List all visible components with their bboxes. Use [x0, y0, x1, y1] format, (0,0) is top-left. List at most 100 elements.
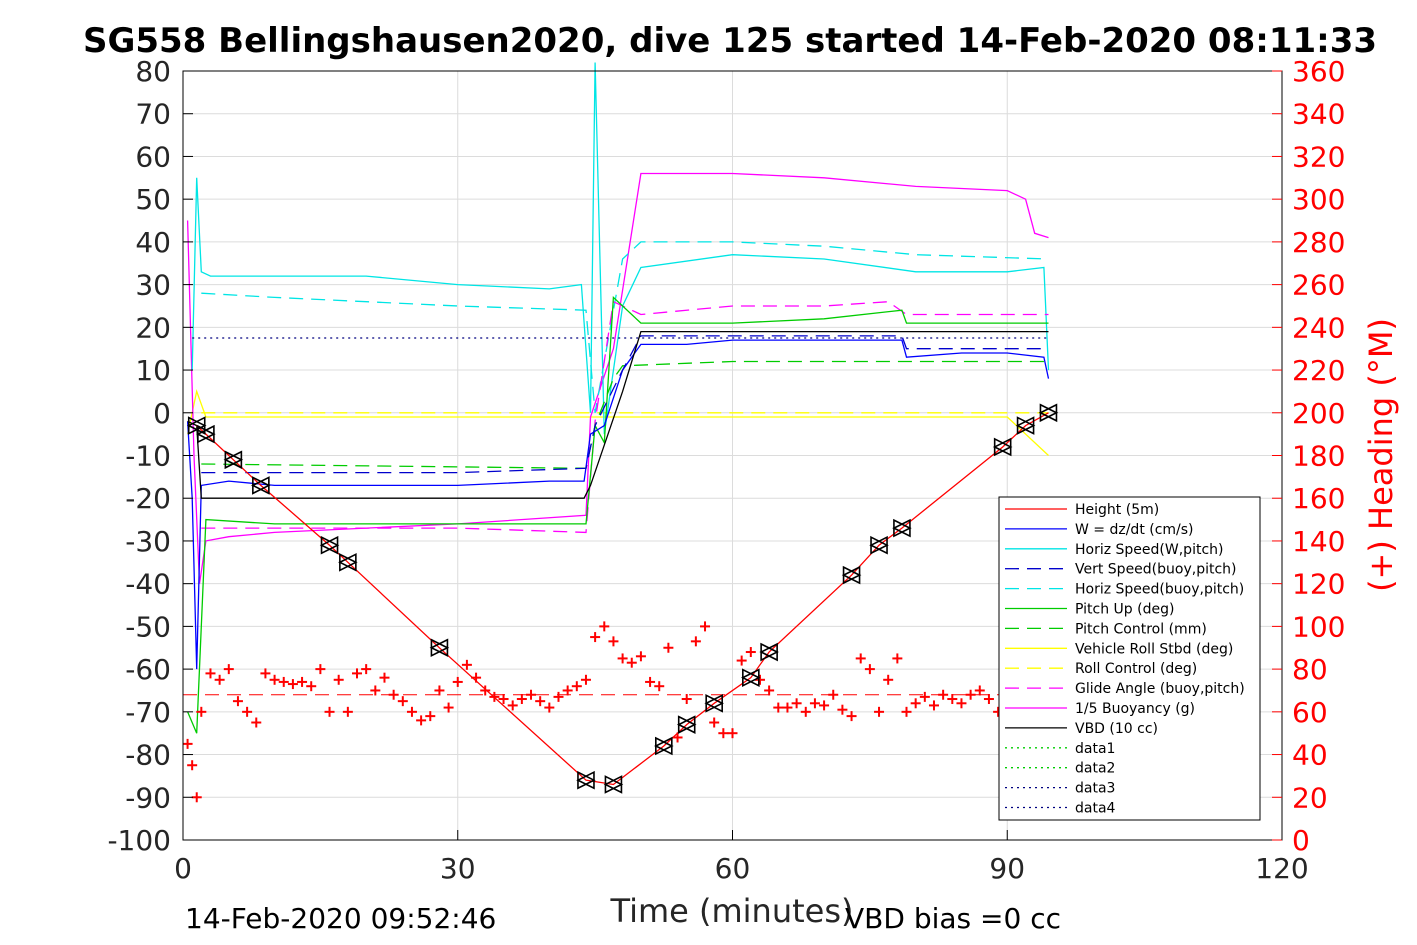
- heading-point: [553, 691, 564, 702]
- height-marker: [759, 642, 779, 662]
- heading-point: [507, 700, 518, 711]
- legend-entry: Horiz Speed(W,pitch): [1005, 542, 1223, 558]
- y2-tick-label: 60: [1292, 696, 1328, 729]
- y-tick-label: 10: [135, 354, 171, 387]
- heading-point: [205, 668, 216, 679]
- heading-point: [974, 685, 985, 696]
- y2-tick-label: 160: [1292, 482, 1345, 515]
- heading-point: [269, 674, 280, 685]
- x-tick-label: 60: [715, 852, 751, 885]
- legend-entry: data2: [1005, 761, 1115, 777]
- heading-point: [333, 674, 344, 685]
- heading-point: [443, 702, 454, 713]
- y-tick-label: 20: [135, 311, 171, 344]
- legend-entry: VBD (10 cc): [1005, 721, 1158, 737]
- footer-timestamp: 14-Feb-2020 09:52:46: [185, 902, 496, 935]
- y2-tick-label: 340: [1292, 98, 1345, 131]
- heading-point: [874, 706, 885, 717]
- heading-point: [599, 621, 610, 632]
- y2-tick-label: 320: [1292, 140, 1345, 173]
- legend-entry: 1/5 Buoyancy (g): [1005, 701, 1195, 717]
- heading-point: [526, 689, 537, 700]
- heading-point: [919, 691, 930, 702]
- heading-point: [425, 711, 436, 722]
- y-tick-label: -50: [125, 610, 171, 643]
- height-marker: [603, 775, 624, 794]
- y2-tick-label: 280: [1292, 226, 1345, 259]
- heading-point: [379, 672, 390, 683]
- heading-point: [709, 717, 720, 728]
- heading-point: [196, 706, 207, 717]
- series-line-vbd-10-cc: [187, 330, 1049, 499]
- heading-point: [498, 694, 509, 705]
- heading-point: [864, 664, 875, 675]
- legend-entry: Pitch Up (deg): [1005, 602, 1174, 618]
- heading-point: [242, 706, 253, 717]
- heading-point: [718, 728, 729, 739]
- y-tick-label: -60: [125, 653, 171, 686]
- bottom-axis-ticks: 0 30 60 90 120: [174, 830, 1309, 885]
- heading-point: [187, 760, 198, 771]
- height-marker: [992, 437, 1013, 457]
- height-marker: [196, 424, 216, 444]
- heading-point: [938, 689, 949, 700]
- chart-title: SG558 Bellingshausen2020, dive 125 start…: [83, 21, 1377, 61]
- height-marker: [429, 638, 450, 658]
- heading-point: [416, 715, 427, 726]
- height-marker: [869, 535, 889, 555]
- legend-entry: Vehicle Roll Stbd (deg): [1005, 641, 1233, 657]
- heading-point: [562, 685, 573, 696]
- height-marker: [186, 416, 207, 435]
- legend-label: data3: [1075, 781, 1115, 797]
- y-tick-label: -70: [125, 696, 171, 729]
- legend-label: Horiz Speed(buoy,pitch): [1075, 582, 1244, 598]
- heading-point: [846, 711, 857, 722]
- legend-entry: Horiz Speed(buoy,pitch): [1005, 582, 1244, 598]
- heading-point: [773, 702, 784, 713]
- heading-point: [700, 621, 711, 632]
- legend-entry: Glide Angle (buoy,pitch): [1005, 681, 1245, 697]
- legend-label: VBD (10 cc): [1075, 721, 1158, 737]
- series-line-vert-speed-buoy-pitch: [201, 335, 1049, 474]
- heading-point: [571, 681, 582, 692]
- heading-point: [608, 636, 619, 647]
- heading-point: [232, 696, 243, 707]
- heading-point: [580, 674, 591, 685]
- y-tick-label: -90: [125, 781, 171, 814]
- y-tick-label: -100: [107, 824, 171, 857]
- y2-tick-label: 0: [1292, 824, 1310, 857]
- y2-tick-label: 140: [1292, 525, 1345, 558]
- footer-vbd-bias: VBD bias =0 cc: [845, 902, 1061, 935]
- heading-point: [214, 674, 225, 685]
- heading-point: [251, 717, 262, 728]
- y2-tick-label: 80: [1292, 653, 1328, 686]
- y2-tick-label: 260: [1292, 269, 1345, 302]
- heading-point: [681, 694, 692, 705]
- heading-point: [626, 657, 637, 668]
- heading-point: [782, 702, 793, 713]
- y-tick-label: -30: [125, 525, 171, 558]
- heading-point: [956, 698, 967, 709]
- series-line-glide-angle-buoy-pitch: [201, 300, 1049, 534]
- legend-entry: Pitch Control (mm): [1005, 621, 1207, 637]
- heading-point: [191, 792, 202, 803]
- height-marker: [576, 770, 596, 790]
- heading-point: [324, 706, 335, 717]
- series-line-pitch-control-mm: [201, 360, 1049, 469]
- heading-point: [947, 694, 958, 705]
- y-tick-label: 80: [135, 55, 171, 88]
- height-marker: [338, 553, 358, 572]
- heading-point: [535, 696, 546, 707]
- legend-label: data2: [1075, 761, 1115, 777]
- series-line-vehicle-roll-stbd-deg: [186, 389, 1049, 456]
- heading-point: [672, 732, 683, 743]
- series-line-pitch-up-deg: [187, 295, 1049, 734]
- heading-point: [278, 676, 289, 687]
- heading-point: [461, 659, 472, 670]
- y2-tick-label: 180: [1292, 440, 1345, 473]
- series-line-1-5-buoyancy-g: [186, 172, 1049, 584]
- y2-tick-label: 200: [1292, 397, 1345, 430]
- heading-point: [745, 647, 756, 658]
- heading-point: [388, 689, 399, 700]
